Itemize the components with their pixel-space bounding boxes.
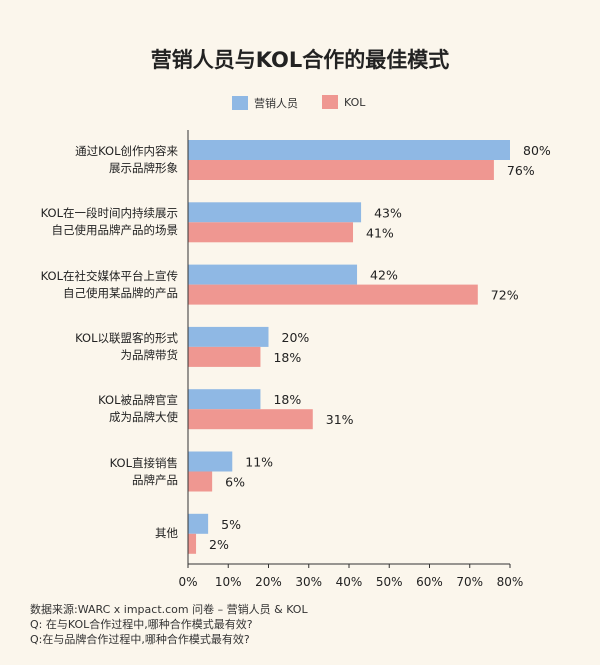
data-label-marketers-3: 20%: [282, 330, 310, 345]
category-label-line: 自己使用品牌产品的场景: [51, 223, 179, 238]
data-label-marketers-0: 80%: [523, 143, 551, 158]
bar-marketers-1: [188, 202, 362, 223]
bar-kol-3: [188, 346, 261, 367]
data-label-kol-6: 2%: [209, 537, 229, 552]
bar-kol-0: [188, 160, 494, 180]
category-label-line: 成为品牌大使: [109, 410, 178, 425]
category-label-0: 通过KOL创作内容来展示品牌形象: [10, 143, 178, 177]
category-label-2: KOL在社交媒体平台上宣传自己使用某品牌的产品: [10, 268, 178, 302]
source-note: 数据来源:WARC x impact.com 问卷 – 营销人员 & KOL: [30, 603, 308, 616]
x-tick-label: 10%: [215, 575, 242, 589]
data-label-marketers-6: 5%: [221, 517, 241, 532]
x-tick-label: 50%: [376, 575, 403, 589]
x-tick-label: 30%: [295, 575, 322, 589]
bar-kol-6: [188, 533, 197, 554]
question-1: Q: 在与KOL合作过程中,哪种合作模式最有效?: [30, 618, 253, 631]
legend: 营销人员 KOL: [0, 95, 600, 113]
data-label-marketers-4: 18%: [273, 392, 301, 407]
bar-marketers-0: [188, 140, 510, 160]
data-label-marketers-5: 11%: [245, 455, 273, 470]
x-tick-label: 80%: [497, 575, 524, 589]
footer: 数据来源:WARC x impact.com 问卷 – 营销人员 & KOL Q…: [30, 602, 308, 647]
x-tick-label: 0%: [178, 575, 197, 589]
bar-kol-1: [188, 222, 354, 243]
category-label-line: KOL在社交媒体平台上宣传: [40, 268, 178, 283]
data-label-kol-4: 31%: [326, 412, 354, 427]
category-label-5: KOL直接销售品牌产品: [10, 455, 178, 489]
bar-chart: 80% 76% 43% 41% 42% 72% 20% 18% 18% 31% 11%6% 5% 2% 0…: [178, 130, 551, 589]
category-label-line: 自己使用某品牌的产品: [63, 285, 178, 300]
bar-kol-4: [188, 409, 313, 430]
legend-item-marketers: 营销人员: [232, 95, 298, 111]
bar-kol-2: [188, 284, 478, 305]
category-label-line: KOL在一段时间内持续展示: [40, 206, 178, 221]
category-label-line: 品牌产品: [132, 472, 178, 487]
category-label-line: 通过KOL创作内容来: [75, 144, 178, 158]
x-tick-label: 60%: [416, 575, 443, 589]
bar-marketers-2: [188, 264, 358, 285]
category-label-line: 为品牌带货: [120, 347, 179, 362]
legend-label-kol: KOL: [344, 95, 366, 109]
data-label-kol-5: 6%: [225, 475, 245, 490]
category-label-line: KOL被品牌官宣: [98, 393, 178, 408]
category-label-line: KOL以联盟客的形式: [75, 330, 178, 345]
bar-kol-5: [188, 471, 213, 492]
data-label-marketers-2: 42%: [370, 268, 398, 283]
bar-marketers-6: [188, 513, 209, 534]
category-label-3: KOL以联盟客的形式为品牌带货: [10, 330, 178, 364]
x-tick-label: 70%: [456, 575, 483, 589]
question-2: Q:在与品牌合作过程中,哪种合作模式最有效?: [30, 633, 250, 646]
x-tick-label: 40%: [336, 575, 363, 589]
data-label-marketers-1: 43%: [374, 205, 402, 220]
bar-marketers-5: [188, 451, 233, 472]
legend-swatch-marketers: [232, 96, 248, 110]
category-label-4: KOL被品牌官宣成为品牌大使: [10, 392, 178, 426]
legend-item-kol: KOL: [322, 95, 365, 109]
data-label-kol-0: 76%: [507, 163, 535, 178]
category-label-line: 其他: [155, 526, 178, 541]
bar-marketers-4: [188, 389, 261, 410]
bar-marketers-3: [188, 326, 269, 347]
category-label-line: KOL直接销售: [109, 455, 178, 470]
data-label-kol-1: 41%: [366, 225, 394, 240]
data-label-kol-2: 72%: [491, 288, 519, 303]
data-label-kol-3: 18%: [273, 350, 301, 365]
category-label-line: 展示品牌形象: [109, 161, 178, 175]
x-tick-label: 20%: [255, 575, 282, 589]
chart-title: 营销人员与KOL合作的最佳模式: [150, 48, 450, 72]
legend-swatch-kol: [322, 95, 338, 109]
legend-label-marketers: 营销人员: [254, 97, 298, 110]
category-label-6: 其他: [10, 525, 178, 542]
category-label-1: KOL在一段时间内持续展示自己使用品牌产品的场景: [10, 205, 178, 239]
